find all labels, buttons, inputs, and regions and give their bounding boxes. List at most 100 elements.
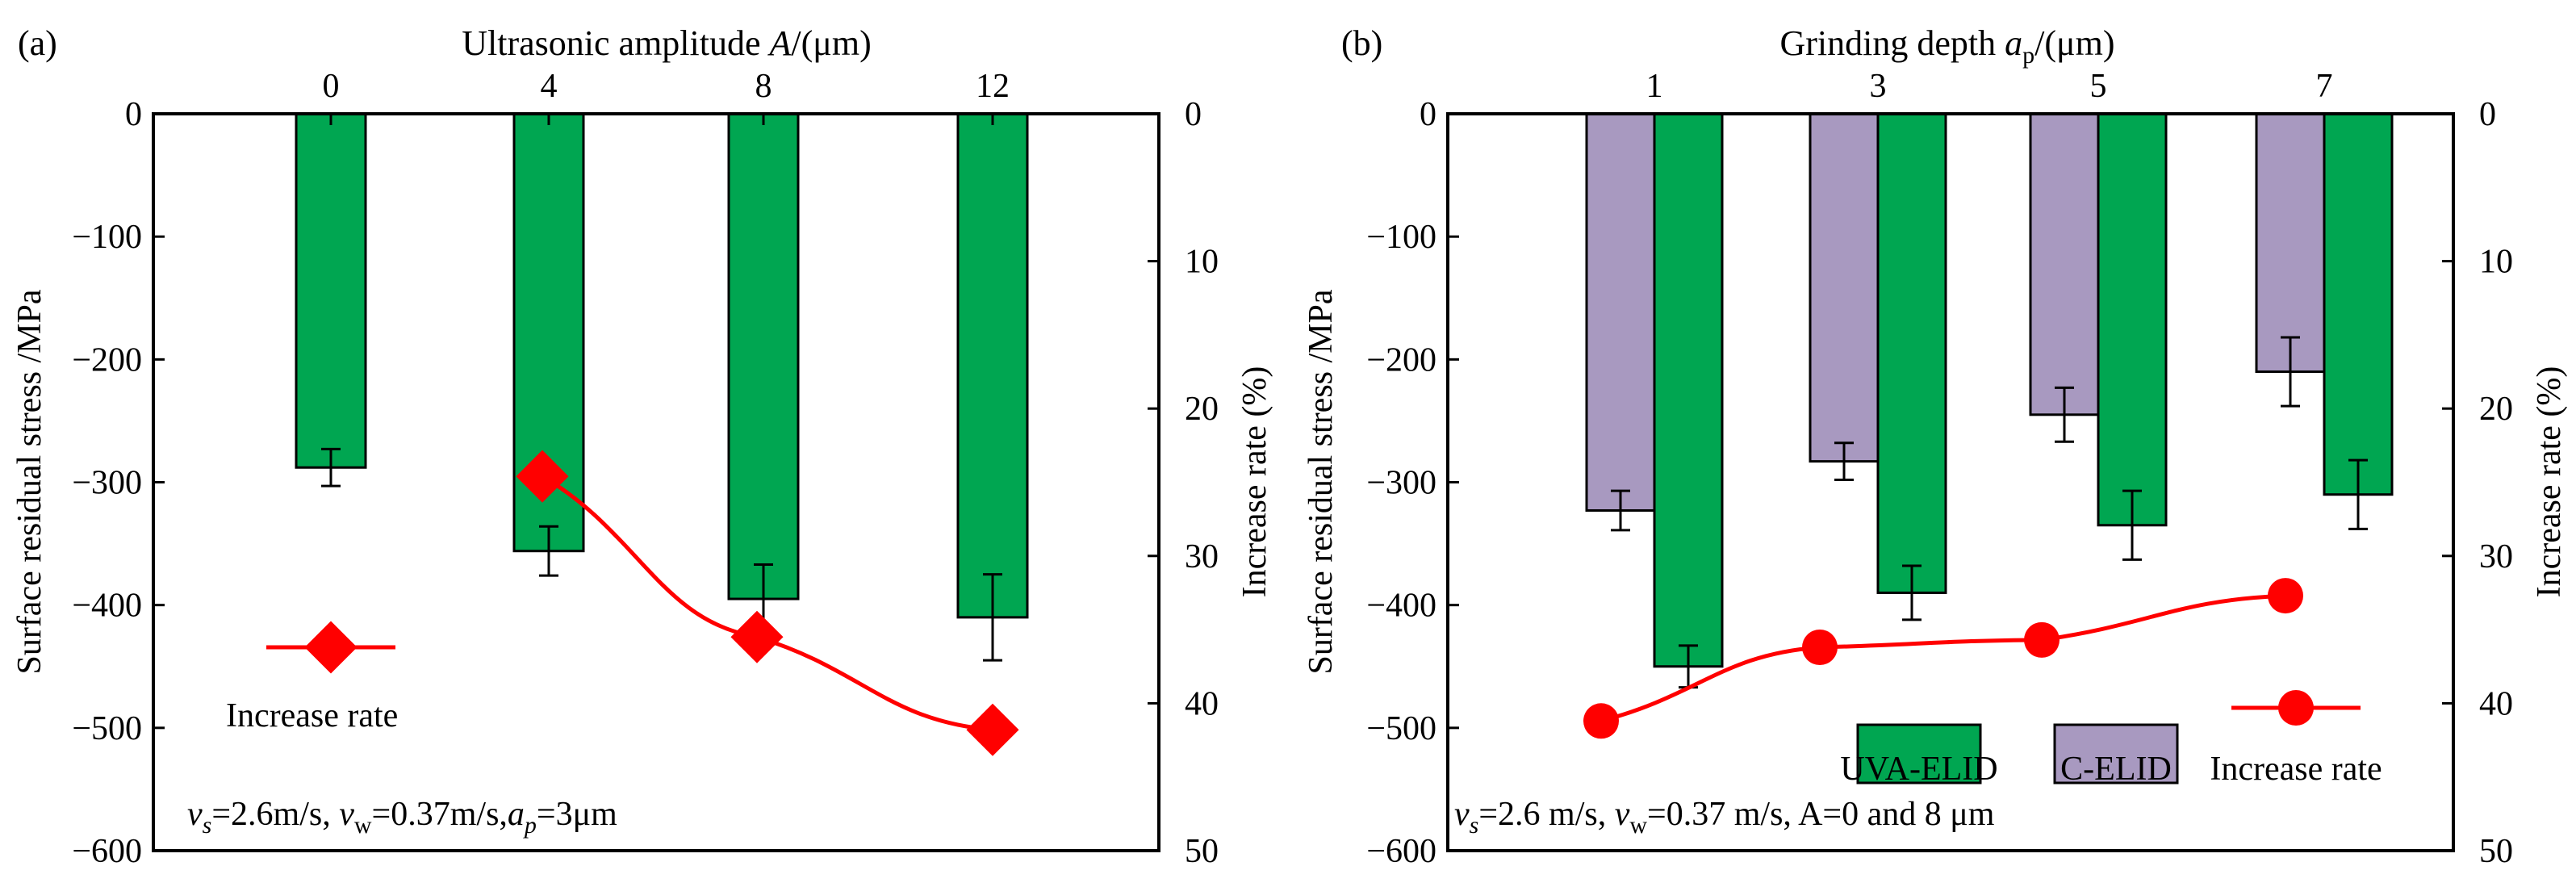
panel-b-xtick-label: 3 xyxy=(1870,68,1887,105)
panel-b-errorbar-uva-elid-7 xyxy=(2348,458,2368,530)
panel-a-errorbar-residual-stress-12 xyxy=(983,573,1002,662)
panel-a-xlabel-part-2: /(μm) xyxy=(791,23,871,63)
panel-b-y2label: Increase rate (%) xyxy=(2531,366,2568,598)
panel-b-errorbar-c-elid-1 xyxy=(1611,489,1630,532)
panel-b-ytick-label: −600 xyxy=(1366,833,1436,870)
panel-b-errorbar-c-elid-5 xyxy=(2055,386,2074,443)
panel-b-errorbar-c-elid-3 xyxy=(1834,441,1854,481)
panel-a-y2tick-label: 20 xyxy=(1185,391,1219,428)
panel-b-ytick-label: −500 xyxy=(1366,710,1436,747)
panel-a-xlabel-part-1: Ultrasonic amplitude xyxy=(462,23,769,63)
panel-a-ytick-label: 0 xyxy=(125,96,142,133)
panel-a-bar-residual-stress-12 xyxy=(956,112,1029,619)
panel-b-xticks: 1 3 5 7 xyxy=(1646,68,2333,105)
panel-a-y2tick-label: 40 xyxy=(1185,685,1219,722)
panel-a-legend-marker xyxy=(304,621,358,674)
panel-a-errorbars xyxy=(321,447,1002,662)
panel-b-label: (b) xyxy=(1341,23,1382,63)
panel-b-errorbars xyxy=(1611,336,2368,689)
panel-b-legend: UVA-ELID C-ELID Increase rate xyxy=(1840,690,2382,788)
panel-a-bars xyxy=(295,112,1029,619)
panel-b-y2ticks: 0 10 20 30 40 50 xyxy=(2479,96,2513,870)
panel-b-xlabel-part-2: /(μm) xyxy=(2034,23,2114,63)
panel-a-ytick-label: −500 xyxy=(72,710,142,747)
panel-b-increase-rate-marker-1 xyxy=(1583,703,1619,739)
legend-swatch-c-elid xyxy=(2053,723,2179,784)
panel-a-xlabel-symbol: A xyxy=(767,23,792,63)
panel-a-ytick-label: −300 xyxy=(72,465,142,502)
panel-b-ytick-label: −100 xyxy=(1366,219,1436,256)
panel-a-legend-label: Increase rate xyxy=(226,697,398,734)
panel-b-xtick-label: 5 xyxy=(2090,68,2107,105)
panel-b-xtick-label: 7 xyxy=(2316,68,2333,105)
panel-b-bars xyxy=(1585,112,2394,668)
panel-b-bar-uva-elid-7 xyxy=(2323,112,2394,496)
panel-a-ytick-label: −400 xyxy=(72,588,142,625)
panel-b-ytick-label: 0 xyxy=(1420,96,1436,133)
panel-a-ylabel: Surface residual stress /MPa xyxy=(11,289,48,674)
panel-a-xtick-label: 0 xyxy=(323,68,340,105)
panel-b-legend-marker xyxy=(2278,690,2314,726)
panel-a-yticks: 0 −100 −200 −300 −400 −500 −600 xyxy=(72,96,142,870)
panel-b-bar-uva-elid-5 xyxy=(2097,112,2168,527)
panel-b-y2tick-label: 40 xyxy=(2479,685,2513,722)
panel-b-bar-c-elid-3 xyxy=(1809,112,1880,463)
panel-a-bar-residual-stress-8 xyxy=(727,112,800,600)
panel-a-y2label: Increase rate (%) xyxy=(1236,366,1273,598)
panel-b-increase-rate-marker-7 xyxy=(2268,578,2303,614)
panel-b-errorbar-uva-elid-3 xyxy=(1902,564,1922,621)
panel-a-y2tick-label: 10 xyxy=(1185,244,1219,281)
panel-b-annotation: vs=2.6 m/s, vw=0.37 m/s, A=0 and 8 μm xyxy=(1454,796,1995,839)
panel-b-increase-rate-marker-3 xyxy=(1802,630,1838,666)
legend-swatch-uva-elid xyxy=(1856,723,1982,784)
panel-a-errorbar-residual-stress-4 xyxy=(539,525,558,577)
panel-a-ticks xyxy=(153,112,1159,852)
panel-b-ytick-label: −300 xyxy=(1366,465,1436,502)
panel-a-xtick-label: 12 xyxy=(976,68,1010,105)
panel-b-xlabel: Grinding depth ap/(μm) xyxy=(1780,23,2115,69)
panel-b-bar-c-elid-1 xyxy=(1585,112,1656,512)
panel-b-y2tick-label: 20 xyxy=(2479,391,2513,428)
panel-b-xlabel-part-1: Grinding depth xyxy=(1780,23,2005,63)
panel-b-y2tick-label: 50 xyxy=(2479,833,2513,870)
panel-b-y2tick-label: 30 xyxy=(2479,538,2513,575)
panel-a-xlabel: Ultrasonic amplitude A/(μm) xyxy=(462,23,871,63)
panel-b-xlabel-symbol: a xyxy=(2005,23,2022,63)
panel-a-increase-rate-marker-8 xyxy=(730,610,784,663)
panel-b-errorbar-uva-elid-5 xyxy=(2122,489,2142,561)
panel-a-errorbar-residual-stress-0 xyxy=(321,447,341,487)
panel-a-xticks: 0 4 8 12 xyxy=(323,68,1010,105)
panel-a-ytick-label: −100 xyxy=(72,219,142,256)
panel-b-y2tick-label: 10 xyxy=(2479,244,2513,281)
panel-a-annotation: vs=2.6m/s, vw=0.37m/s,ap=3μm xyxy=(187,796,617,839)
panel-b-bar-uva-elid-1 xyxy=(1653,112,1724,668)
panel-a: (a) Ultrasonic amplitude A/(μm) 0 −100 −20… xyxy=(11,23,1273,870)
panel-a-y2tick-label: 30 xyxy=(1185,538,1219,575)
panel-b-ytick-label: −200 xyxy=(1366,341,1436,379)
panel-a-y2ticks: 0 10 20 30 40 50 xyxy=(1185,96,1219,870)
panel-a-markers xyxy=(516,450,1019,756)
panel-b-errorbar-c-elid-7 xyxy=(2281,336,2300,408)
panel-b: (b) Grinding depth ap/(μm) 0 −100 −200 −300… xyxy=(1303,23,2568,870)
panel-b-bar-uva-elid-3 xyxy=(1876,112,1947,594)
panel-b-increase-rate-line xyxy=(1600,593,2286,723)
panel-a-increase-rate-marker-12 xyxy=(966,703,1019,756)
panel-b-bar-c-elid-7 xyxy=(2255,112,2326,374)
panel-b-bar-c-elid-5 xyxy=(2029,112,2100,416)
panel-a-increase-rate-marker-4 xyxy=(516,450,569,503)
panel-a-y2tick-label: 50 xyxy=(1185,833,1219,870)
panel-a-y2tick-label: 0 xyxy=(1185,96,1202,133)
panel-b-legend-label: Increase rate xyxy=(2210,751,2382,788)
panel-b-y2tick-label: 0 xyxy=(2479,96,2496,133)
panel-a-ytick-label: −600 xyxy=(72,833,142,870)
panel-b-ylabel: Surface residual stress /MPa xyxy=(1303,289,1340,674)
panel-b-ytick-label: −400 xyxy=(1366,588,1436,625)
panel-b-xtick-label: 1 xyxy=(1646,68,1663,105)
panel-a-bar-residual-stress-0 xyxy=(295,112,367,469)
panel-a-ytick-label: −200 xyxy=(72,341,142,379)
panel-a-label: (a) xyxy=(18,23,57,63)
panel-b-xlabel-subscript: p xyxy=(2022,42,2034,69)
panel-b-increase-rate-marker-5 xyxy=(2024,621,2060,658)
panel-b-markers xyxy=(1583,578,2303,739)
